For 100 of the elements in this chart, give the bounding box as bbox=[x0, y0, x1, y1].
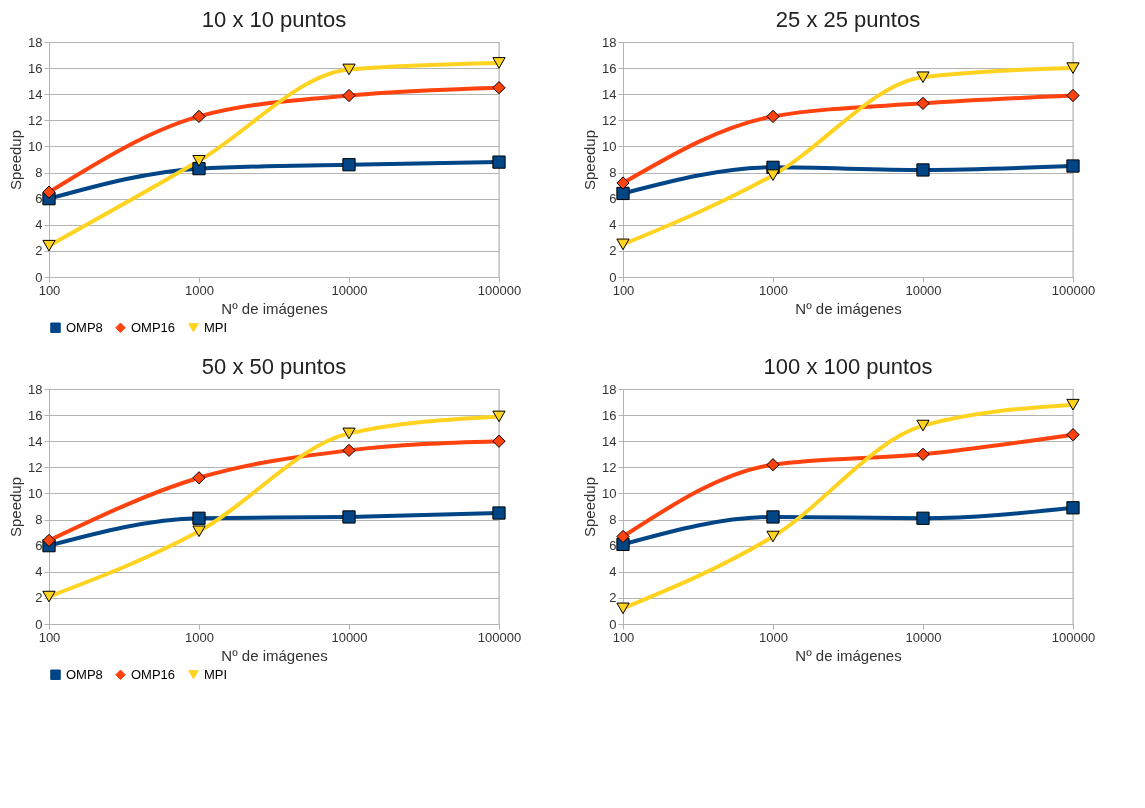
point bbox=[342, 63, 356, 76]
point bbox=[916, 419, 930, 432]
y-tick-label: 0 bbox=[35, 269, 43, 285]
point bbox=[1066, 428, 1080, 442]
y-tick-label: 16 bbox=[28, 60, 43, 76]
point bbox=[616, 529, 630, 544]
legend-label: MPI bbox=[204, 319, 228, 335]
y-tick-label: 10 bbox=[28, 138, 43, 154]
point bbox=[492, 506, 506, 520]
x-tick-label: 10000 bbox=[905, 282, 942, 298]
chart-title: 100 x 100 puntos bbox=[763, 354, 933, 379]
point bbox=[766, 510, 780, 524]
y-tick-label: 2 bbox=[609, 590, 617, 606]
chart-title: 50 x 50 puntos bbox=[201, 354, 347, 379]
legend-label: MPI bbox=[204, 666, 228, 682]
point bbox=[42, 239, 56, 252]
x-tick-label: 1000 bbox=[185, 282, 214, 298]
y-axis-title: Speedup bbox=[581, 129, 599, 191]
point bbox=[492, 410, 506, 423]
legend-label: OMP16 bbox=[131, 319, 176, 335]
point bbox=[616, 186, 630, 201]
y-tick-label: 0 bbox=[35, 616, 43, 632]
y-axis-title: Speedup bbox=[7, 129, 25, 191]
x-tick-label: 1000 bbox=[759, 282, 788, 298]
point bbox=[916, 71, 930, 84]
point bbox=[492, 57, 506, 69]
point bbox=[616, 176, 630, 190]
point bbox=[1066, 501, 1080, 515]
x-tick-label: 100000 bbox=[477, 629, 522, 645]
y-tick-label: 8 bbox=[609, 512, 617, 528]
point bbox=[766, 458, 780, 472]
point bbox=[192, 511, 206, 525]
x-tick-label: 100 bbox=[38, 282, 61, 298]
point bbox=[342, 510, 356, 524]
y-tick-label: 18 bbox=[28, 34, 43, 50]
x-tick-label: 10000 bbox=[331, 282, 368, 298]
point bbox=[192, 471, 206, 485]
y-tick-label: 16 bbox=[602, 60, 617, 76]
y-tick-label: 14 bbox=[602, 433, 617, 449]
y-tick-label: 6 bbox=[35, 191, 43, 207]
y-tick-label: 4 bbox=[609, 217, 617, 233]
x-tick-label: 1000 bbox=[759, 629, 788, 645]
legend-label: OMP16 bbox=[131, 666, 176, 682]
x-axis-title: Nº de imágenes bbox=[795, 646, 902, 664]
y-tick-label: 2 bbox=[35, 590, 43, 606]
point bbox=[192, 109, 206, 124]
y-tick-label: 8 bbox=[35, 512, 43, 528]
point bbox=[766, 109, 780, 124]
y-tick-label: 6 bbox=[609, 191, 617, 207]
point bbox=[616, 238, 630, 251]
x-tick-label: 100000 bbox=[1051, 282, 1096, 298]
point bbox=[342, 443, 356, 457]
y-tick-label: 2 bbox=[609, 243, 617, 259]
point bbox=[192, 525, 206, 538]
y-tick-label: 14 bbox=[28, 86, 43, 102]
point bbox=[192, 155, 206, 167]
y-tick-label: 16 bbox=[602, 407, 617, 423]
x-tick-label: 100 bbox=[612, 629, 635, 645]
y-tick-label: 6 bbox=[609, 538, 617, 554]
point bbox=[342, 88, 356, 103]
y-tick-label: 16 bbox=[28, 407, 43, 423]
point bbox=[766, 530, 780, 543]
point bbox=[916, 447, 930, 461]
point bbox=[342, 158, 356, 172]
point bbox=[1066, 398, 1080, 411]
y-tick-label: 14 bbox=[28, 433, 43, 449]
x-tick-label: 100 bbox=[38, 629, 61, 645]
legend-label: OMP8 bbox=[66, 666, 103, 682]
point bbox=[42, 590, 56, 603]
y-tick-label: 12 bbox=[28, 459, 43, 475]
point bbox=[916, 511, 930, 525]
legend-label: OMP8 bbox=[66, 319, 103, 335]
y-tick-label: 12 bbox=[602, 459, 617, 475]
y-tick-label: 10 bbox=[28, 485, 43, 501]
chart-title: 10 x 10 puntos bbox=[201, 7, 347, 32]
point bbox=[492, 155, 506, 169]
y-tick-label: 6 bbox=[35, 538, 43, 554]
y-tick-label: 14 bbox=[602, 86, 617, 102]
y-tick-label: 8 bbox=[35, 165, 43, 181]
y-tick-label: 4 bbox=[609, 564, 617, 580]
chart-title: 25 x 25 puntos bbox=[775, 7, 921, 32]
x-tick-label: 100 bbox=[612, 282, 635, 298]
x-axis-title: Nº de imágenes bbox=[795, 299, 902, 317]
y-tick-label: 4 bbox=[35, 217, 43, 233]
y-tick-label: 4 bbox=[35, 564, 43, 580]
y-tick-label: 10 bbox=[602, 485, 617, 501]
point bbox=[342, 427, 356, 440]
point bbox=[916, 96, 930, 110]
x-tick-label: 10000 bbox=[331, 629, 368, 645]
point bbox=[42, 533, 56, 548]
point bbox=[1066, 159, 1080, 173]
x-axis-title: Nº de imágenes bbox=[221, 646, 328, 664]
x-tick-label: 10000 bbox=[905, 629, 942, 645]
y-tick-label: 18 bbox=[28, 381, 43, 397]
y-tick-label: 8 bbox=[609, 165, 617, 181]
y-tick-label: 12 bbox=[28, 112, 43, 128]
y-axis-title: Speedup bbox=[581, 476, 599, 538]
point bbox=[492, 81, 506, 95]
y-tick-label: 0 bbox=[609, 269, 617, 285]
point bbox=[42, 185, 56, 199]
